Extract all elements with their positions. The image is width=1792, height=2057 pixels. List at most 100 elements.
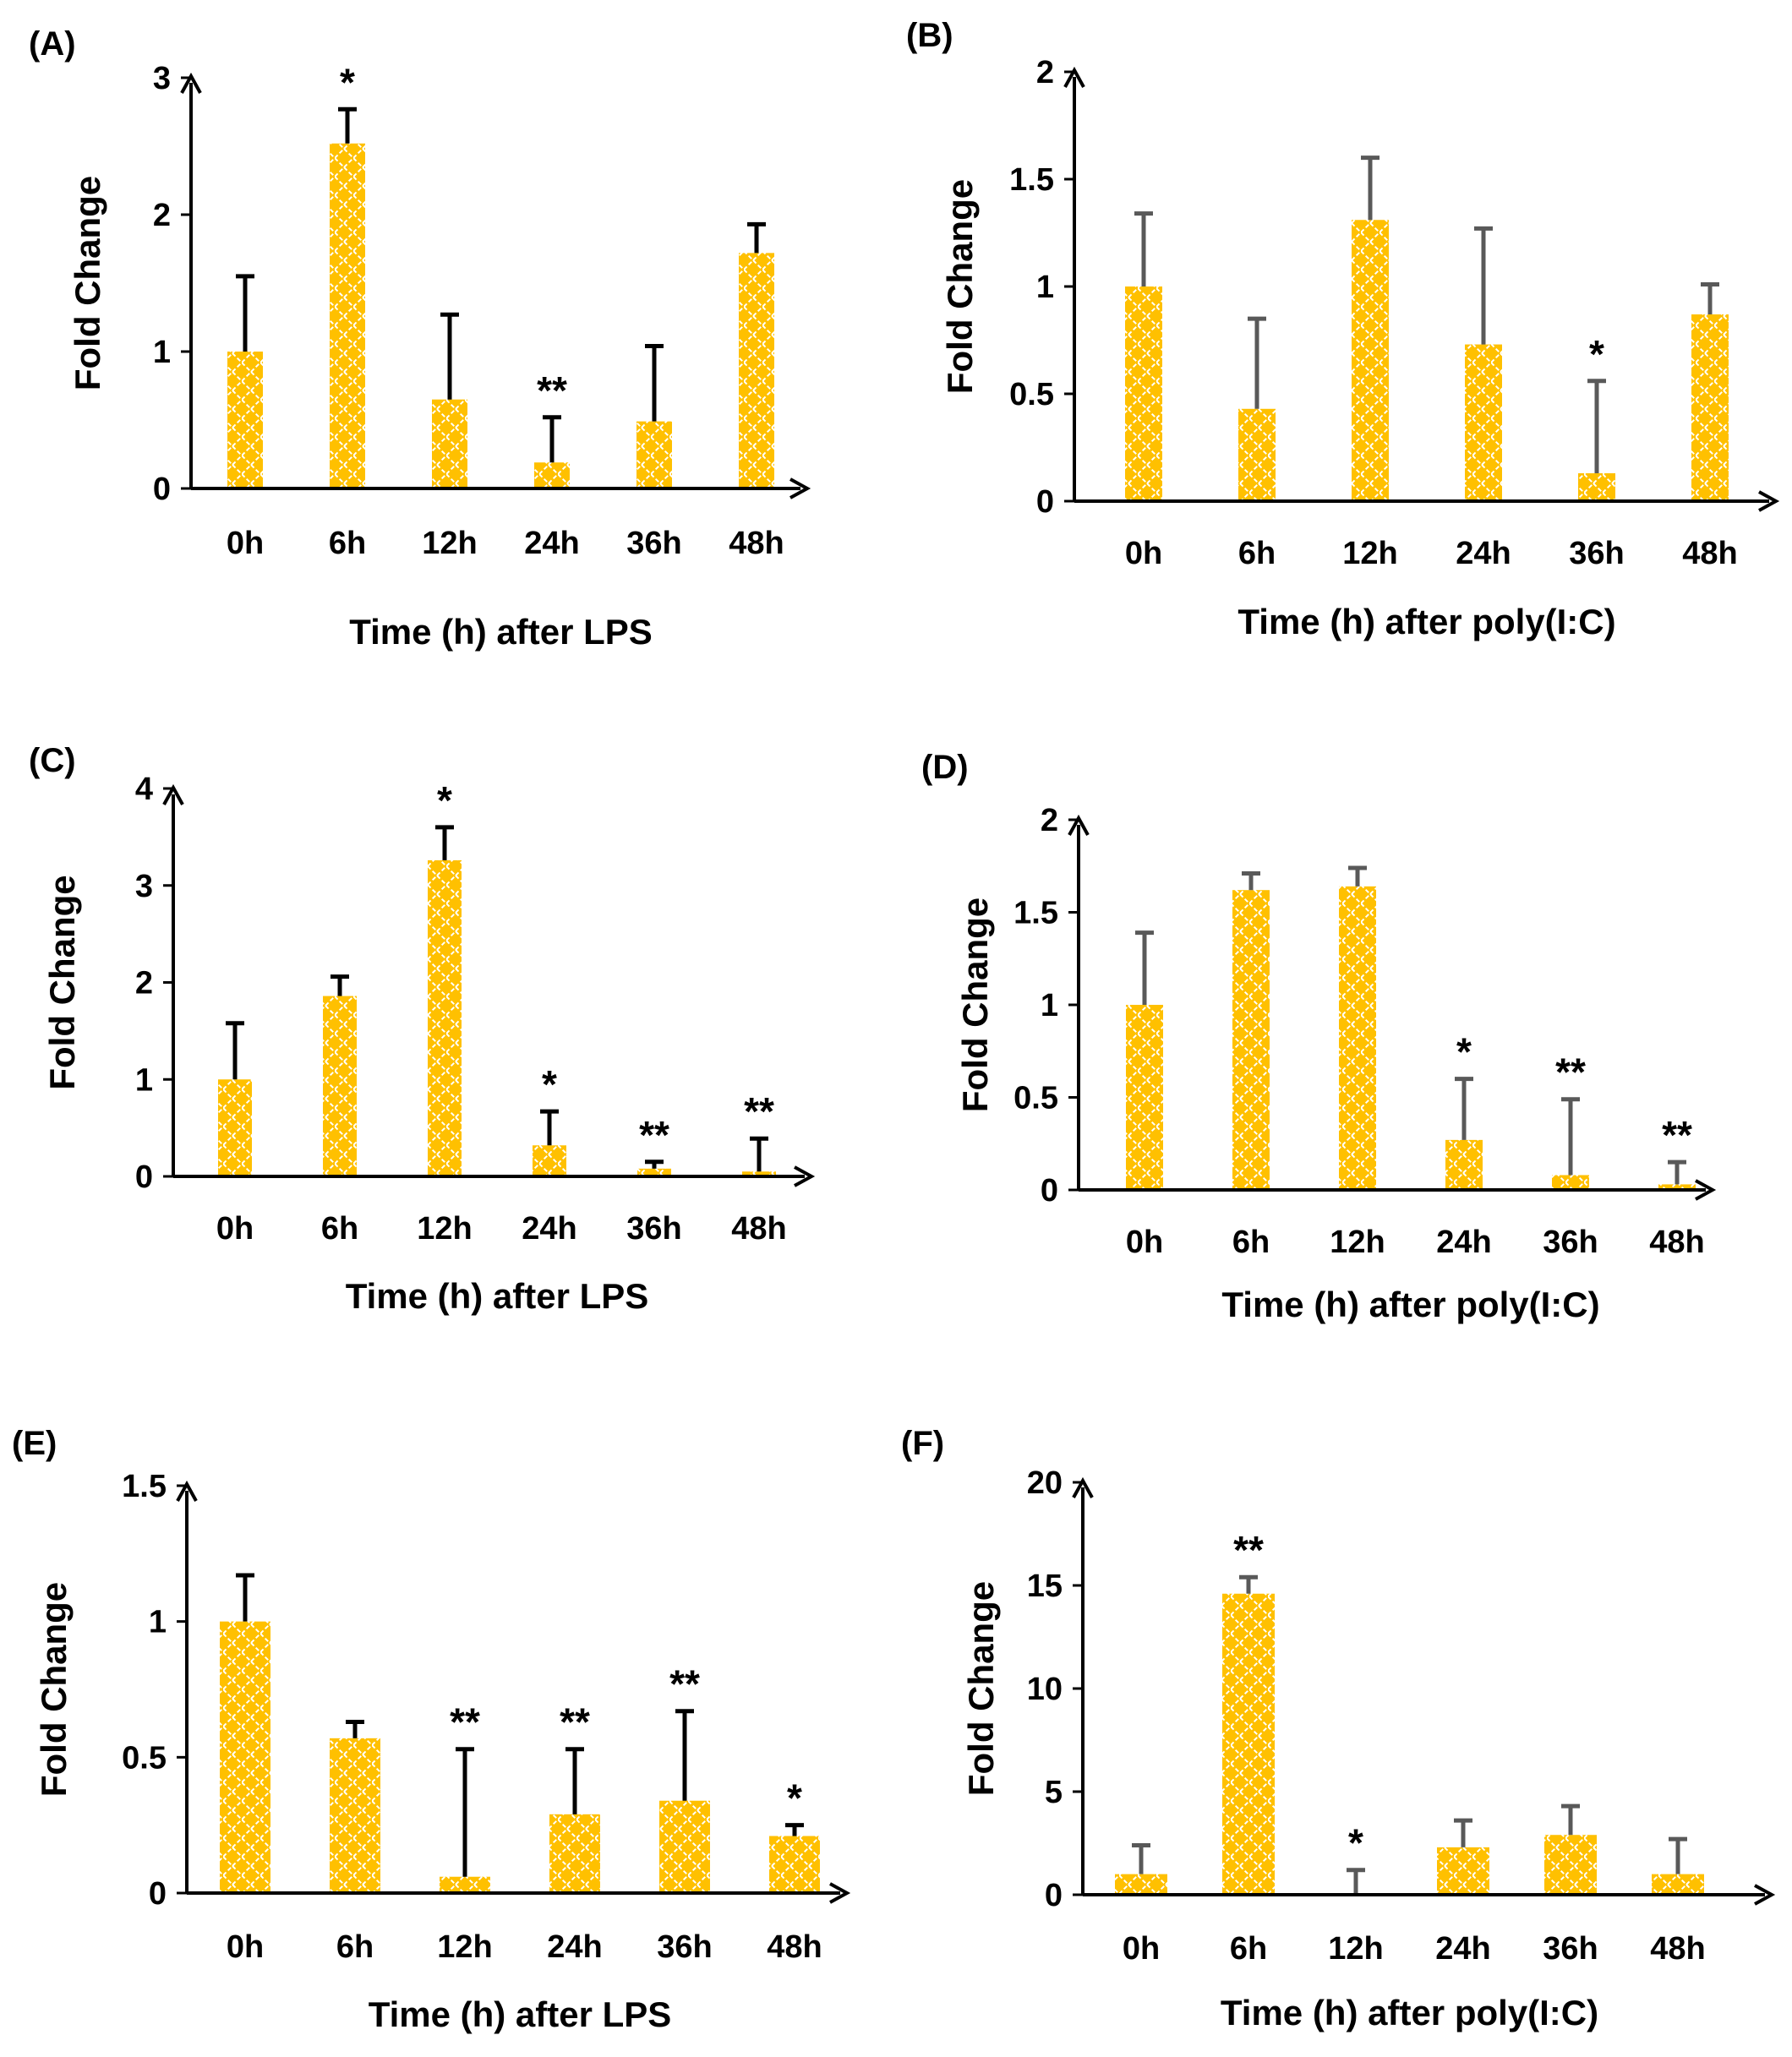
significance-marker-12h: * [437,778,452,822]
y-tick-label: 1 [1036,270,1054,305]
y-tick-label: 15 [1027,1569,1063,1604]
y-tick-label: 0.5 [1013,1081,1058,1116]
bar-6h [1238,408,1276,501]
x-tick-label-36h: 36h [1543,1931,1598,1967]
significance-marker-36h: ** [1555,1050,1586,1094]
bar-12h [440,1876,490,1893]
x-tick-label-6h: 6h [336,1929,374,1965]
significance-marker-48h: ** [744,1089,774,1133]
bar-36h [1578,472,1615,501]
y-tick-label: 0 [135,1159,153,1195]
bar-6h [1232,890,1270,1190]
significance-marker-24h: * [542,1062,557,1106]
bar-12h [428,859,462,1176]
y-axis-title: Fold Change [68,176,107,390]
y-tick-label: 0 [1045,1878,1063,1913]
x-axis-title: Time (h) after LPS [349,612,653,652]
x-tick-label-36h: 36h [1543,1225,1598,1260]
x-tick-label-0h: 0h [227,526,264,561]
y-tick-label: 5 [1045,1775,1063,1810]
chart-panel-e: 0 0.5 1 1.5 0h 6h ** 12h ** 24h ** 36h * 48h Time (h) … [34,1469,851,2034]
x-tick-label-24h: 24h [1456,536,1511,571]
y-tick-label: 20 [1027,1465,1063,1501]
x-tick-label-48h: 48h [767,1929,822,1965]
significance-marker-36h: ** [669,1662,700,1706]
x-axis-arrow [789,477,811,499]
significance-marker-24h: ** [560,1700,590,1744]
chart-panel-d: 0 0.5 1 1.5 2 0h 6h 12h * 24h ** 36h ** 48h Time (h) a… [955,803,1717,1324]
y-tick-label: 1.5 [122,1469,167,1504]
chart-panel-c: 0 1 2 3 4 0h 6h * 12h * 24h ** 36h ** 48h Time (h) afte… [42,772,816,1316]
x-axis-arrow [1695,1179,1717,1201]
y-axis-arrow [180,72,202,94]
bar-48h [742,1171,776,1176]
x-axis-arrow [829,1882,851,1904]
y-tick-label: 2 [153,198,171,233]
y-tick-label: 0 [1041,1173,1058,1209]
x-tick-label-12h: 12h [422,526,477,561]
bar-48h [739,253,774,488]
x-tick-label-36h: 36h [626,526,681,561]
bar-24h [534,462,570,488]
bar-0h [218,1079,252,1176]
bar-36h [1552,1175,1589,1190]
bar-36h [637,1168,671,1176]
y-tick-label: 1 [149,1605,167,1640]
y-axis-title: Fold Change [34,1582,74,1797]
y-tick-label: 0 [153,472,171,507]
bar-0h [227,352,263,488]
y-tick-label: 4 [135,772,153,807]
bar-12h [432,399,467,488]
x-tick-label-0h: 0h [1126,1225,1163,1260]
x-tick-label-0h: 0h [216,1211,254,1247]
significance-marker-36h: * [1589,332,1604,376]
x-tick-label-0h: 0h [227,1929,264,1965]
chart-panel-b: 0 0.5 1 1.5 2 0h 6h 12h 24h * 36h 48h Time (h) after… [940,55,1780,641]
x-tick-label-0h: 0h [1125,536,1162,571]
bar-6h [330,1738,380,1893]
y-tick-label: 0 [1036,484,1054,520]
y-tick-label: 2 [1041,803,1058,838]
y-axis-arrow [176,1480,198,1502]
bar-12h [1339,886,1376,1190]
x-tick-label-24h: 24h [1435,1931,1490,1967]
significance-marker-48h: ** [1662,1113,1692,1157]
x-axis-title: Time (h) after poly(I:C) [1221,1993,1598,2032]
y-tick-label: 2 [135,966,153,1001]
x-axis-title: Time (h) after poly(I:C) [1221,1285,1599,1324]
x-tick-label-6h: 6h [1238,536,1276,571]
bar-0h [220,1621,270,1893]
y-tick-label: 2 [1036,55,1054,90]
panel-label-f: (F) [901,1425,945,1462]
bar-48h [769,1836,820,1893]
bar-36h [1544,1835,1597,1895]
x-tick-label-36h: 36h [1569,536,1624,571]
significance-marker-36h: ** [639,1113,669,1157]
x-tick-label-12h: 12h [1342,536,1397,571]
significance-marker-6h: ** [1233,1528,1264,1572]
panel-label-e: (E) [12,1425,57,1462]
y-tick-label: 1 [135,1062,153,1098]
y-tick-label: 0 [149,1876,167,1912]
y-tick-label: 1 [1041,988,1058,1023]
x-tick-label-36h: 36h [657,1929,712,1965]
x-tick-label-6h: 6h [1230,1931,1267,1967]
x-axis-arrow [1758,490,1780,512]
x-tick-label-48h: 48h [1682,536,1737,571]
y-axis-title: Fold Change [961,1581,1001,1796]
y-axis-arrow [1068,814,1090,836]
significance-marker-12h: * [1348,1821,1363,1865]
y-axis-title: Fold Change [955,898,995,1112]
y-axis-title: Fold Change [42,875,82,1089]
bar-0h [1125,286,1162,501]
bar-12h [1352,220,1389,501]
bar-36h [659,1800,710,1893]
bar-24h [1437,1847,1489,1895]
significance-marker-24h: * [1456,1030,1472,1074]
x-tick-label-6h: 6h [1232,1225,1270,1260]
panel-label-d: (D) [921,749,969,786]
x-tick-label-36h: 36h [626,1211,681,1247]
x-tick-label-48h: 48h [729,526,784,561]
bar-0h [1126,1005,1163,1190]
